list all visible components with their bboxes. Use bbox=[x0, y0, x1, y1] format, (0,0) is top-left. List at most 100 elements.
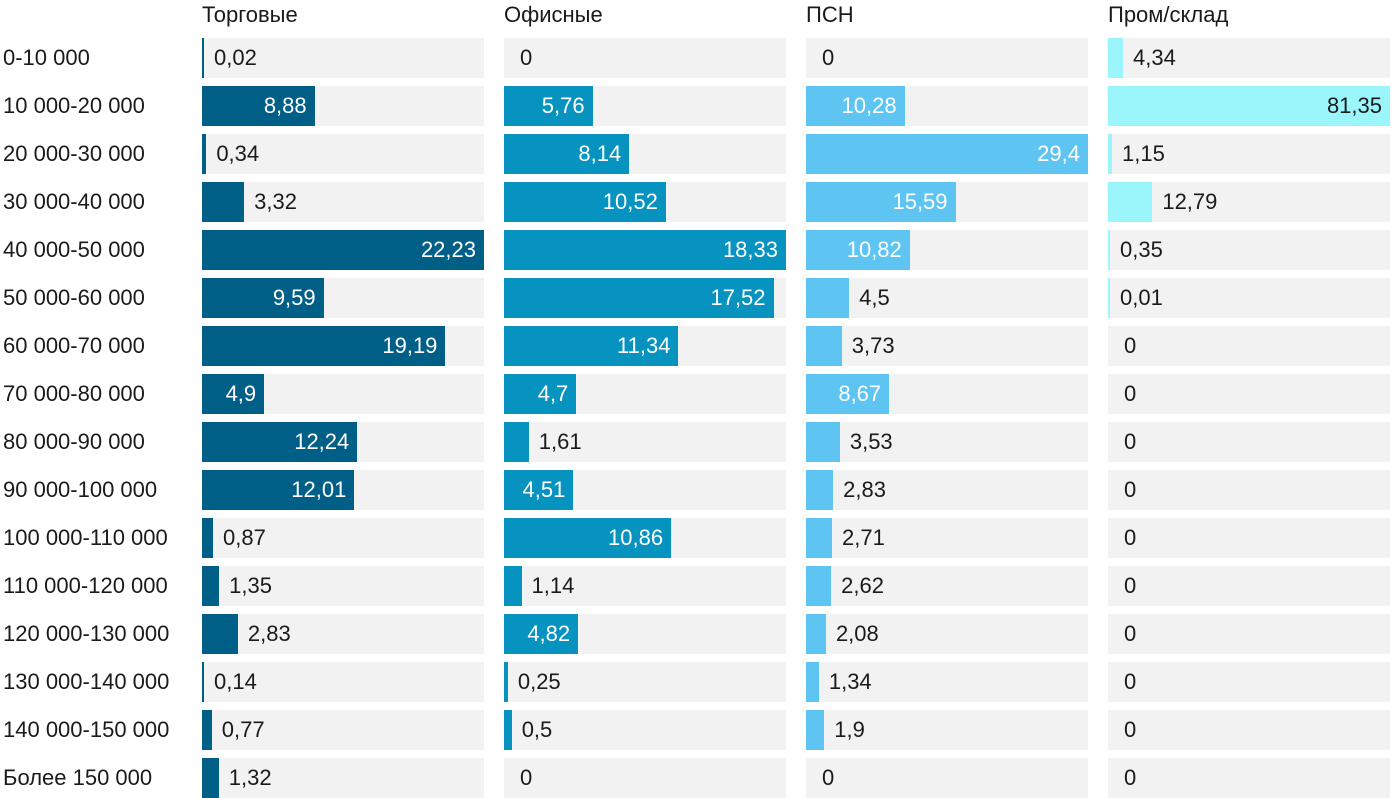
data-label: 0,77 bbox=[221, 717, 265, 742]
data-label: 0,87 bbox=[223, 525, 266, 550]
bar-track bbox=[1108, 278, 1390, 318]
category-label: 90 000-100 000 bbox=[3, 477, 158, 502]
data-label: 81,35 bbox=[1326, 93, 1382, 118]
data-label: 0 bbox=[1124, 525, 1137, 550]
bar-track bbox=[504, 422, 786, 462]
bar bbox=[202, 38, 204, 78]
bar bbox=[202, 662, 204, 702]
data-label: 0 bbox=[1124, 333, 1137, 358]
category-label: 0-10 000 bbox=[3, 45, 90, 70]
data-label: 0,35 bbox=[1120, 237, 1163, 262]
bar-track bbox=[1108, 422, 1390, 462]
bar-track bbox=[1108, 134, 1390, 174]
data-label: 0 bbox=[1124, 477, 1137, 502]
bar bbox=[504, 614, 579, 654]
data-label: 11,34 bbox=[617, 333, 671, 358]
category-label: Более 150 000 bbox=[3, 765, 153, 790]
bar bbox=[806, 326, 842, 366]
data-label: 12,79 bbox=[1162, 189, 1218, 214]
data-label: 0,14 bbox=[214, 669, 257, 694]
bar bbox=[1108, 182, 1153, 222]
bar-track bbox=[202, 758, 484, 798]
data-label: 12,01 bbox=[291, 477, 347, 502]
bar-track bbox=[202, 518, 484, 558]
data-label: 3,73 bbox=[851, 333, 895, 358]
data-label: 2,71 bbox=[841, 525, 885, 550]
bar bbox=[806, 614, 826, 654]
bar-track bbox=[1108, 230, 1390, 270]
bar-track bbox=[504, 566, 786, 606]
bar bbox=[202, 518, 214, 558]
data-label: 1,34 bbox=[828, 669, 872, 694]
bar-track bbox=[806, 758, 1088, 798]
bar bbox=[202, 230, 484, 270]
bar-track bbox=[806, 518, 1088, 558]
data-label: 8,88 bbox=[263, 93, 307, 118]
bar bbox=[504, 86, 593, 126]
data-label: 4,34 bbox=[1133, 45, 1176, 70]
data-label: 8,67 bbox=[838, 381, 882, 406]
category-label: 80 000-90 000 bbox=[3, 429, 145, 454]
data-label: 9,59 bbox=[272, 285, 316, 310]
bar bbox=[806, 470, 834, 510]
data-label: 10,28 bbox=[841, 93, 897, 118]
bar bbox=[504, 518, 672, 558]
data-label: 4,7 bbox=[537, 381, 569, 406]
category-label: 140 000-150 000 bbox=[3, 717, 170, 742]
bar bbox=[504, 374, 577, 414]
bar bbox=[806, 566, 832, 606]
data-label: 2,08 bbox=[835, 621, 879, 646]
data-label: 0 bbox=[1124, 429, 1137, 454]
data-label: 4,9 bbox=[225, 381, 257, 406]
bar bbox=[1108, 86, 1390, 126]
data-label: 0,01 bbox=[1120, 285, 1163, 310]
bar-track bbox=[1108, 182, 1390, 222]
bar bbox=[202, 566, 220, 606]
bar bbox=[806, 134, 1088, 174]
panel-title-2: ПСН bbox=[806, 2, 854, 27]
panel-title-0: Торговые bbox=[202, 2, 298, 27]
category-label: 130 000-140 000 bbox=[3, 669, 170, 694]
data-label: 4,51 bbox=[522, 477, 566, 502]
data-label: 0 bbox=[1124, 765, 1137, 790]
data-label: 10,86 bbox=[608, 525, 664, 550]
data-label: 4,82 bbox=[527, 621, 571, 646]
data-label: 19,19 bbox=[382, 333, 438, 358]
bar-track bbox=[1108, 566, 1390, 606]
data-label: 0,5 bbox=[521, 717, 553, 742]
data-label: 0,25 bbox=[517, 669, 561, 694]
bar bbox=[1108, 278, 1110, 318]
bar bbox=[504, 134, 630, 174]
bar bbox=[202, 326, 446, 366]
data-label: 0 bbox=[822, 765, 835, 790]
bar-track bbox=[202, 182, 484, 222]
bar-track bbox=[1108, 758, 1390, 798]
data-label: 15,59 bbox=[892, 189, 948, 214]
bar bbox=[806, 662, 819, 702]
data-label: 22,23 bbox=[420, 237, 476, 262]
bar bbox=[806, 710, 825, 750]
category-label: 10 000-20 000 bbox=[3, 93, 145, 118]
data-label: 0,02 bbox=[214, 45, 257, 70]
bar bbox=[1108, 134, 1112, 174]
bar bbox=[202, 758, 219, 798]
data-label: 0 bbox=[1124, 669, 1137, 694]
data-label: 1,35 bbox=[229, 573, 272, 598]
data-label: 1,15 bbox=[1121, 141, 1165, 166]
category-label: 70 000-80 000 bbox=[3, 381, 145, 406]
bar bbox=[504, 278, 774, 318]
panel-title-3: Пром/склад bbox=[1108, 2, 1229, 27]
bar bbox=[202, 470, 355, 510]
data-label: 0 bbox=[1124, 621, 1137, 646]
bar-track bbox=[202, 38, 484, 78]
bar-track bbox=[202, 662, 484, 702]
data-label: 17,52 bbox=[710, 285, 766, 310]
data-label: 10,52 bbox=[602, 189, 658, 214]
bar bbox=[202, 374, 265, 414]
panel-title-1: Офисные bbox=[504, 2, 603, 27]
bar bbox=[504, 230, 786, 270]
bar-track bbox=[504, 710, 786, 750]
bar-track bbox=[202, 134, 484, 174]
category-label: 20 000-30 000 bbox=[3, 141, 145, 166]
